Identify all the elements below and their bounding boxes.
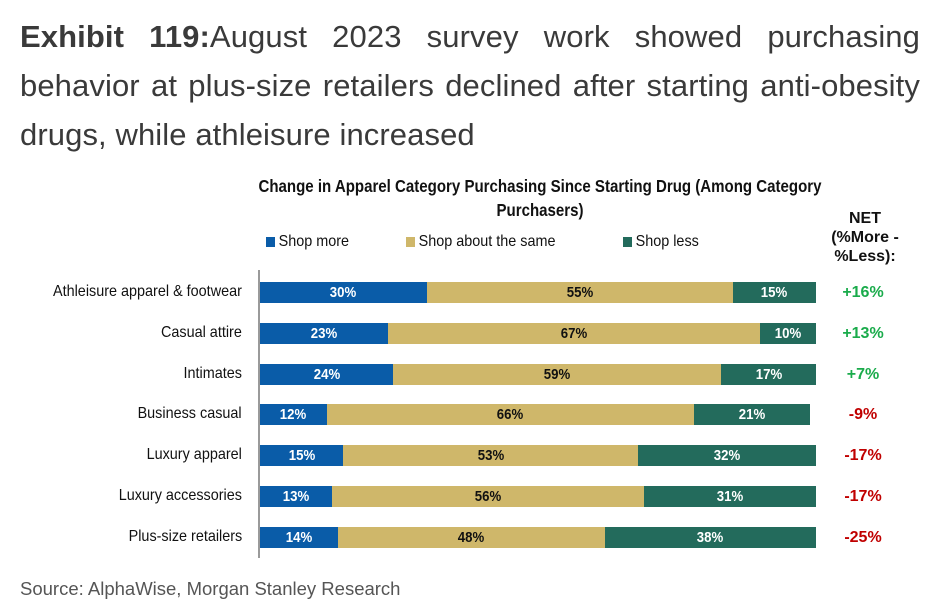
bar-segment-shop-more: 13% [260, 486, 333, 507]
data-label: 14% [285, 528, 313, 546]
category-axis-line [258, 270, 260, 558]
data-label: 23% [310, 324, 338, 342]
exhibit-headline: Exhibit 119:August 2023 survey work show… [20, 12, 920, 159]
category-label: Plus-size retailers [128, 527, 242, 545]
legend-swatch-shop-less [623, 237, 632, 247]
bar-segment-shop-less: 21% [693, 404, 811, 426]
bar-segment-shop-more: 15% [260, 445, 344, 467]
net-header-line-1: NET [849, 210, 881, 227]
bar-segment-shop-same: 59% [393, 363, 722, 385]
bar-segment-shop-more: 14% [260, 526, 338, 548]
category-label: Business casual [137, 405, 242, 423]
bar-segment-shop-same: 67% [387, 322, 761, 344]
net-value: +13% [842, 324, 884, 342]
data-label: 66% [496, 406, 524, 424]
data-label: 30% [330, 284, 357, 301]
bar-segment-shop-same: 55% [426, 282, 733, 303]
data-label: 24% [313, 365, 340, 383]
data-label: 67% [560, 324, 588, 342]
legend-label-shop-more: Shop more [278, 233, 350, 250]
data-label: 53% [477, 447, 504, 465]
data-label: 21% [738, 406, 766, 424]
bar-segment-shop-less: 32% [638, 445, 816, 467]
bar-segment-shop-less: 17% [721, 363, 816, 385]
data-label: 59% [544, 365, 571, 383]
legend-label-shop-same: Shop about the same [418, 233, 556, 250]
bar-segment-shop-less: 15% [732, 282, 816, 303]
net-value: +7% [846, 365, 880, 383]
bar-segment-shop-less: 38% [604, 526, 816, 548]
bar-segment-shop-more: 30% [260, 282, 427, 303]
category-label: Luxury apparel [146, 446, 242, 464]
legend-swatch-shop-same [406, 237, 415, 247]
category-label: Luxury accessories [118, 487, 242, 504]
bar-segment-shop-more: 24% [260, 363, 394, 385]
source-note: Source: AlphaWise, Morgan Stanley Resear… [20, 578, 401, 599]
legend-item-shop-more: Shop more [266, 233, 349, 251]
legend-item-shop-less: Shop less [623, 233, 699, 251]
net-value: +16% [842, 284, 884, 301]
data-label: 15% [761, 284, 788, 301]
legend-label-shop-less: Shop less [635, 233, 699, 250]
data-label: 32% [713, 447, 741, 465]
net-value: -25% [844, 528, 882, 546]
bar-segment-shop-less: 10% [760, 322, 816, 344]
data-label: 48% [458, 528, 485, 546]
bar-segment-shop-same: 66% [326, 404, 694, 426]
category-label: Athleisure apparel & footwear [53, 283, 242, 300]
data-label: 38% [697, 528, 724, 546]
legend-swatch-shop-more [266, 237, 275, 247]
exhibit-number: Exhibit 119: [20, 19, 210, 54]
net-column-header: NET (%More - %Less): [810, 209, 920, 266]
data-label: 15% [288, 447, 315, 465]
bar-segment-shop-same: 53% [343, 445, 639, 467]
net-value: -9% [848, 406, 878, 424]
data-label: 56% [474, 488, 502, 505]
category-label: Casual attire [161, 323, 242, 341]
legend-item-shop-same: Shop about the same [406, 233, 555, 251]
bar-segment-shop-same: 48% [337, 526, 605, 548]
net-header-line-2: (%More - [831, 229, 899, 246]
net-value: -17% [844, 447, 882, 465]
bar-segment-shop-same: 56% [332, 486, 644, 507]
exhibit-headline-text: August 2023 survey work showed purchasin… [20, 19, 920, 152]
data-label: 55% [566, 284, 593, 301]
data-label: 10% [774, 324, 802, 342]
category-label: Intimates [183, 364, 242, 382]
data-label: 17% [755, 365, 782, 383]
net-value: -17% [844, 488, 882, 505]
net-header-line-3: %Less): [834, 248, 896, 265]
bar-segment-shop-more: 23% [260, 322, 388, 344]
data-label: 31% [716, 488, 744, 505]
data-label: 13% [282, 488, 310, 505]
bar-segment-shop-less: 31% [643, 486, 816, 507]
chart-title: Change in Apparel Category Purchasing Si… [258, 176, 822, 220]
data-label: 12% [280, 406, 307, 424]
bar-segment-shop-more: 12% [260, 404, 327, 426]
